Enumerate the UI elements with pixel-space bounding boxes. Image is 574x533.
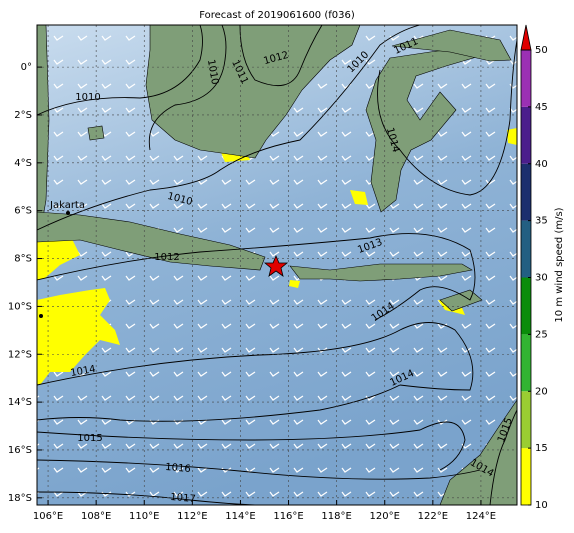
y-tick-label: 16°S <box>8 445 32 456</box>
place-dot <box>39 314 43 318</box>
contour-label: 1014 <box>70 364 97 379</box>
contour-label: 1012 <box>154 252 179 263</box>
y-tick-label: 0° <box>21 62 32 73</box>
contour-label: 1015 <box>77 433 102 444</box>
y-tick-label: 18°S <box>8 493 32 504</box>
x-tick-label: 110°E <box>129 511 159 522</box>
y-tick-label: 12°S <box>8 349 32 360</box>
colorbar-tick-label: 30 <box>535 273 548 284</box>
colorbar-tick-label: 25 <box>535 329 548 340</box>
colorbar-extend <box>520 24 532 51</box>
y-tick-label: 2°S <box>14 110 32 121</box>
colorbar-segment <box>521 220 531 278</box>
x-tick-label: 108°E <box>81 511 111 522</box>
colorbar-segment <box>521 277 531 335</box>
colorbar-segment <box>521 50 531 107</box>
x-tick-label: 124°E <box>466 511 496 522</box>
contour-label: 1010 <box>205 59 220 86</box>
x-tick-label: 122°E <box>418 511 448 522</box>
colorbar-segment <box>521 334 531 392</box>
colorbar-segment <box>521 163 531 221</box>
map-title: Forecast of 2019061600 (f036) <box>199 10 355 21</box>
colorbar: 10 15 20 25 30 35 40 45 50 <box>520 24 548 511</box>
x-tick-label: 116°E <box>273 511 303 522</box>
y-tick-label: 4°S <box>14 158 32 169</box>
colorbar-segment <box>521 106 531 164</box>
x-tick-label: 118°E <box>321 511 351 522</box>
x-tick-label: 112°E <box>177 511 207 522</box>
colorbar-tick-label: 20 <box>535 386 548 397</box>
y-tick-label: 10°S <box>8 301 32 312</box>
colorbar-tick-label: 50 <box>535 45 548 56</box>
colorbar-segment <box>521 448 531 505</box>
place-label: Jakarta <box>49 200 85 211</box>
contour-label: 1010 <box>75 92 100 103</box>
contours <box>37 25 517 505</box>
colorbar-tick-label: 40 <box>535 159 548 170</box>
colorbar-tick-label: 10 <box>535 500 548 511</box>
map-frame <box>36 24 518 506</box>
y-tick-label: 14°S <box>8 397 32 408</box>
colorbar-tick-label: 45 <box>535 102 548 113</box>
contour-label: 1016 <box>165 462 191 475</box>
star-marker <box>263 254 289 277</box>
x-tick-label: 106°E <box>33 511 63 522</box>
y-tick-label: 6°S <box>14 206 32 217</box>
colorbar-tick-label: 15 <box>535 443 548 454</box>
colorbar-label: 10 m wind speed (m/s) <box>554 207 565 322</box>
x-tick-label: 114°E <box>225 511 255 522</box>
contour-label: 1017 <box>170 492 196 505</box>
colorbar-segment <box>521 391 531 449</box>
y-tick-label: 8°S <box>14 254 32 265</box>
land <box>37 25 517 505</box>
colorbar-tick-label: 35 <box>535 216 548 227</box>
place-dot <box>66 211 70 215</box>
x-tick-label: 120°E <box>370 511 400 522</box>
axes: 106°E 108°E 110°E 112°E 114°E 116°E 118°E 120°E… <box>8 25 517 522</box>
